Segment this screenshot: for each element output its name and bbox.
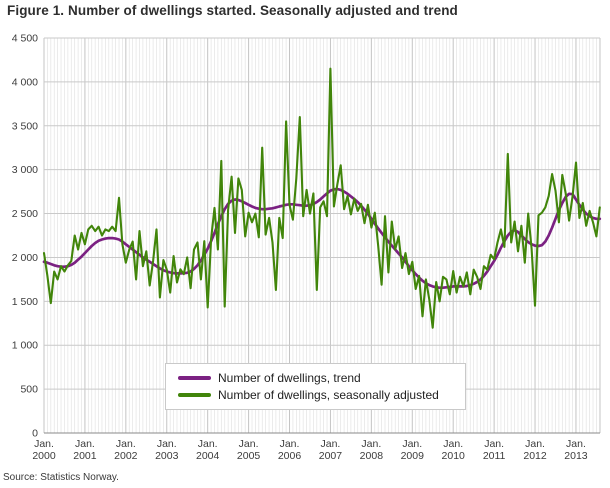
x-axis-tick-month: Jan.: [34, 438, 54, 450]
x-axis-tick-labels: Jan.2000Jan.2001Jan.2002Jan.2003Jan.2004…: [32, 438, 587, 462]
x-axis-tick-month: Jan.: [75, 438, 95, 450]
x-axis-tick-month: Jan.: [280, 438, 300, 450]
x-axis-tick-year: 2011: [483, 450, 506, 462]
trend-line-swatch: [178, 376, 211, 380]
y-axis-tick-label: 1 500: [12, 296, 38, 308]
y-axis-tick-label: 2 000: [12, 252, 38, 264]
trend-line: [42, 187, 602, 290]
x-axis-tick-month: Jan.: [239, 438, 259, 450]
y-axis-tick-label: 3 000: [12, 164, 38, 176]
x-axis-tick-month: Jan.: [566, 438, 586, 450]
x-axis-tick-month: Jan.: [402, 438, 422, 450]
y-axis-tick-label: 3 500: [12, 120, 38, 132]
x-axis-tick-year: 2009: [401, 450, 425, 462]
x-axis-tick-month: Jan.: [361, 438, 381, 450]
x-axis-tick-year: 2003: [155, 450, 179, 462]
legend-label-seasonally-adjusted: Number of dwellings, seasonally adjusted: [218, 388, 439, 402]
x-axis-tick-year: 2007: [319, 450, 343, 462]
x-axis-tick-month: Jan.: [525, 438, 545, 450]
legend-item-trend: Number of dwellings, trend: [178, 371, 455, 385]
x-axis-tick-year: 2008: [360, 450, 384, 462]
chart-legend: Number of dwellings, trend Number of dwe…: [165, 363, 466, 410]
x-axis-tick-year: 2013: [564, 450, 588, 462]
x-axis-tick-month: Jan.: [484, 438, 504, 450]
x-axis-tick-year: 2001: [73, 450, 97, 462]
y-axis-tick-label: 4 000: [12, 76, 38, 88]
y-axis-tick-label: 500: [20, 384, 38, 396]
x-axis-tick-year: 2006: [278, 450, 302, 462]
y-axis-tick-label: 2 500: [12, 208, 38, 220]
x-axis-tick-year: 2010: [442, 450, 466, 462]
y-axis-tick-label: 1 000: [12, 340, 38, 352]
seasonally-adjusted-line: [42, 67, 601, 329]
x-axis-tick-year: 2002: [114, 450, 138, 462]
x-axis-tick-year: 2004: [196, 450, 220, 462]
source-note: Source: Statistics Norway.: [3, 472, 119, 483]
x-axis-tick-month: Jan.: [321, 438, 341, 450]
x-axis-tick-month: Jan.: [116, 438, 136, 450]
x-axis-tick-year: 2012: [523, 450, 547, 462]
x-axis-tick-year: 2005: [237, 450, 261, 462]
seasonally-adjusted-line-swatch: [178, 393, 211, 397]
x-axis-tick-month: Jan.: [198, 438, 218, 450]
x-axis-tick-month: Jan.: [157, 438, 177, 450]
y-axis-tick-labels: 0 500 1 000 1 500 2 000 2 500 3 000 3 500 4 000 4…: [12, 33, 38, 440]
y-axis-tick-label: 0: [32, 428, 38, 440]
x-axis-tick-year: 2000: [32, 450, 56, 462]
legend-label-trend: Number of dwellings, trend: [218, 371, 361, 385]
figure-title: Figure 1. Number of dwellings started. S…: [7, 3, 458, 18]
y-axis-tick-label: 4 500: [12, 33, 38, 45]
x-axis-tick-month: Jan.: [443, 438, 463, 450]
legend-item-seasonally-adjusted: Number of dwellings, seasonally adjusted: [178, 388, 455, 402]
